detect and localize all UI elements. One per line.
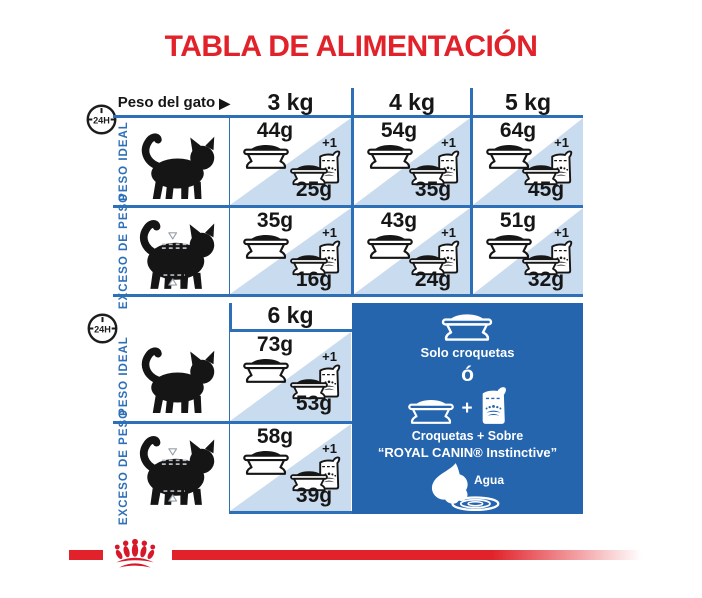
royal-canin-crown-logo xyxy=(107,537,163,571)
plus-one-pouch-label: +1 xyxy=(441,135,456,150)
table-border-line xyxy=(113,205,583,208)
table-border-line xyxy=(113,294,583,297)
plus-one-pouch-label: +1 xyxy=(554,135,569,150)
cell-ideal-4kg: 54g +1 35g xyxy=(354,118,470,205)
cell-excess-6kg: 58g +1 39g xyxy=(230,424,351,511)
cell-excess-4kg: 43g +1 24g xyxy=(354,208,470,294)
table-border-line xyxy=(113,115,583,118)
food-bowl-icon xyxy=(366,141,414,170)
dry-amount: 35g xyxy=(256,209,294,232)
weight-header-label: Peso del gato xyxy=(117,94,216,111)
dry-amount: 44g xyxy=(256,119,294,142)
brand-band-right xyxy=(172,550,642,560)
right-arrow-icon: ▶ xyxy=(219,94,230,111)
overweight-cat-icon xyxy=(124,212,226,292)
cell-excess-3kg: 35g +1 16g xyxy=(230,208,351,294)
mix-amount: 24g xyxy=(414,268,452,291)
plus-one-pouch-label: +1 xyxy=(322,441,337,456)
mix-amount: 53g xyxy=(295,392,333,415)
mix-amount: 35g xyxy=(414,178,452,201)
column-header-6kg: 6 kg xyxy=(267,302,314,328)
weight-header: Peso del gato ▶ xyxy=(112,94,230,111)
cell-ideal-3kg: 44g +1 25g xyxy=(230,118,351,205)
dry-amount: 64g xyxy=(499,119,537,142)
table-border-line xyxy=(229,511,352,514)
page-title: TABLA DE ALIMENTACIÓN xyxy=(164,30,538,63)
food-bowl-icon xyxy=(242,355,290,384)
24h-clock-icon xyxy=(86,312,119,345)
table-border-line xyxy=(470,88,473,297)
feeding-options-panel: Solo croquetas ó + Croquetas + Sobre “RO… xyxy=(352,303,583,514)
food-bowl-icon xyxy=(439,310,495,342)
ideal-weight-cat-icon xyxy=(126,338,226,416)
food-bowl-icon xyxy=(242,141,290,170)
mix-amount: 25g xyxy=(295,178,333,201)
brand-band-left xyxy=(69,550,103,560)
column-header-3kg: 3 kg xyxy=(267,89,314,115)
dry-amount: 54g xyxy=(380,119,418,142)
cell-excess-5kg: 51g +1 32g xyxy=(473,208,583,294)
dry-amount: 58g xyxy=(256,425,294,448)
cell-ideal-6kg: 73g +1 53g xyxy=(230,332,351,421)
overweight-cat-icon xyxy=(124,428,226,508)
food-bowl-icon xyxy=(242,231,290,260)
water-label: Agua xyxy=(474,473,504,487)
cell-ideal-5kg: 64g +1 45g xyxy=(473,118,583,205)
mix-amount: 16g xyxy=(295,268,333,291)
pouch-icon xyxy=(480,386,507,425)
solo-croquetas-label: Solo croquetas xyxy=(420,345,515,360)
dry-amount: 51g xyxy=(499,209,537,232)
column-header-5kg: 5 kg xyxy=(504,89,552,115)
combo-label-line2: “ROYAL CANIN® Instinctive” xyxy=(377,445,558,460)
table-border-line xyxy=(113,421,352,424)
food-bowl-icon xyxy=(406,396,456,425)
column-header-4kg: 4 kg xyxy=(388,89,436,115)
mix-amount: 39g xyxy=(295,484,333,507)
mix-amount: 45g xyxy=(527,178,565,201)
food-bowl-icon xyxy=(366,231,414,260)
plus-one-pouch-label: +1 xyxy=(322,349,337,364)
food-bowl-icon xyxy=(242,447,290,476)
dry-amount: 73g xyxy=(256,333,294,356)
combo-label-line1: Croquetas + Sobre xyxy=(411,429,524,443)
or-label: ó xyxy=(461,363,474,386)
table-border-line xyxy=(351,88,354,297)
table-border-line xyxy=(229,329,352,332)
plus-one-pouch-label: +1 xyxy=(554,225,569,240)
mix-amount: 32g xyxy=(527,268,565,291)
plus-sign: + xyxy=(461,398,473,419)
plus-one-pouch-label: +1 xyxy=(322,225,337,240)
plus-one-pouch-label: +1 xyxy=(322,135,337,150)
plus-one-pouch-label: +1 xyxy=(441,225,456,240)
ideal-weight-cat-icon xyxy=(126,124,226,202)
dry-amount: 43g xyxy=(380,209,418,232)
